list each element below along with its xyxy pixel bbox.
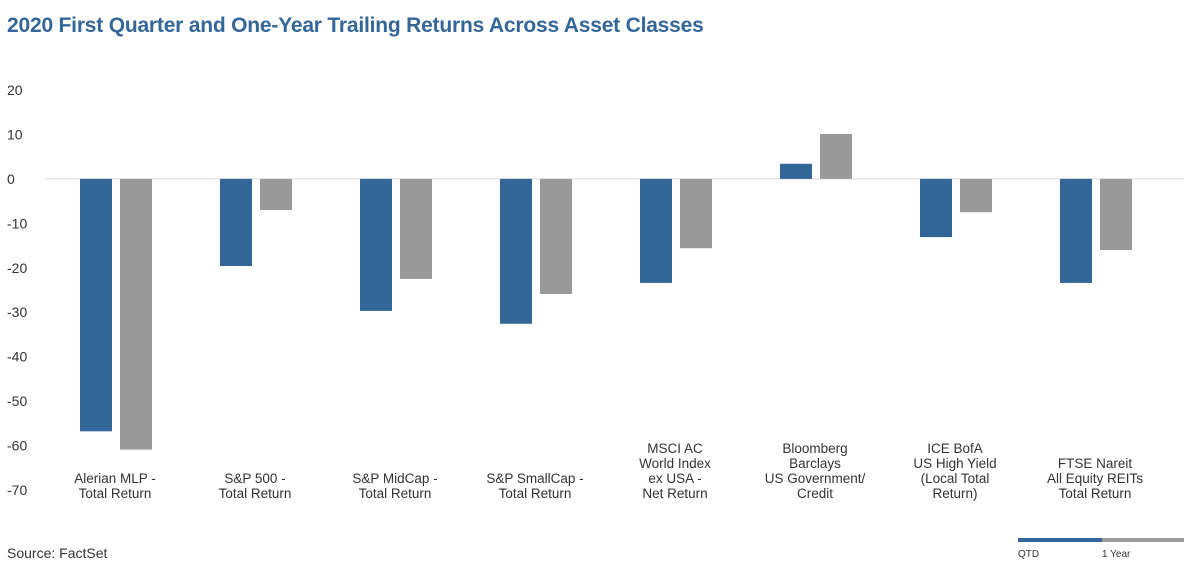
- category-label: FTSE Nareit All Equity REITs Total Return: [1047, 456, 1143, 501]
- bar-1-year: [540, 178, 572, 294]
- y-tick-label: 0: [7, 171, 15, 187]
- bar-qtd: [920, 178, 952, 238]
- y-tick-label: 10: [7, 126, 23, 142]
- category-label: MSCI AC World Index ex USA -Net Return: [639, 441, 711, 501]
- y-tick-label: -60: [7, 438, 27, 454]
- y-tick-label: -20: [7, 260, 27, 276]
- bar-1-year: [820, 134, 852, 179]
- category-label: ICE BofA US High Yield (Local Total Return): [913, 441, 996, 501]
- category-label: Alerian MLP -Total Return: [74, 471, 156, 501]
- y-tick-label: 20: [7, 82, 23, 98]
- y-tick-label: -70: [7, 482, 27, 498]
- chart-title: 2020 First Quarter and One-Year Trailing…: [7, 14, 704, 37]
- category-label: S&P 500 -Total Return: [219, 471, 292, 501]
- bar-1-year: [680, 178, 712, 249]
- bar-1-year: [1100, 178, 1132, 250]
- bar-qtd: [220, 178, 252, 266]
- legend: QTD 1 Year: [1018, 538, 1184, 562]
- bar-qtd: [360, 178, 392, 311]
- category-label: S&P MidCap -Total Return: [352, 471, 437, 501]
- legend-label-1-year: 1 Year: [1102, 549, 1131, 560]
- bar-qtd: [500, 178, 532, 324]
- category-label: S&P SmallCap -Total Return: [486, 471, 583, 501]
- y-tick-label: -30: [7, 304, 27, 320]
- bar-1-year: [960, 178, 992, 213]
- bar-1-year: [400, 178, 432, 279]
- legend-label-qtd: QTD: [1018, 549, 1040, 560]
- y-tick-label: -10: [7, 215, 27, 231]
- y-tick-label: -50: [7, 393, 27, 409]
- bar-1-year: [260, 178, 292, 210]
- legend-swatch-1-year: [1102, 538, 1184, 542]
- bar-qtd: [1060, 178, 1092, 283]
- bar-qtd: [780, 163, 812, 179]
- legend-swatch-qtd: [1018, 538, 1102, 542]
- source-note: Source: FactSet: [7, 545, 108, 561]
- y-tick-label: -40: [7, 349, 27, 365]
- bar-qtd: [640, 178, 672, 283]
- category-label: Bloomberg Barclays US Government/Credit: [765, 441, 866, 501]
- bar-1-year: [120, 178, 152, 450]
- bar-qtd: [80, 178, 112, 432]
